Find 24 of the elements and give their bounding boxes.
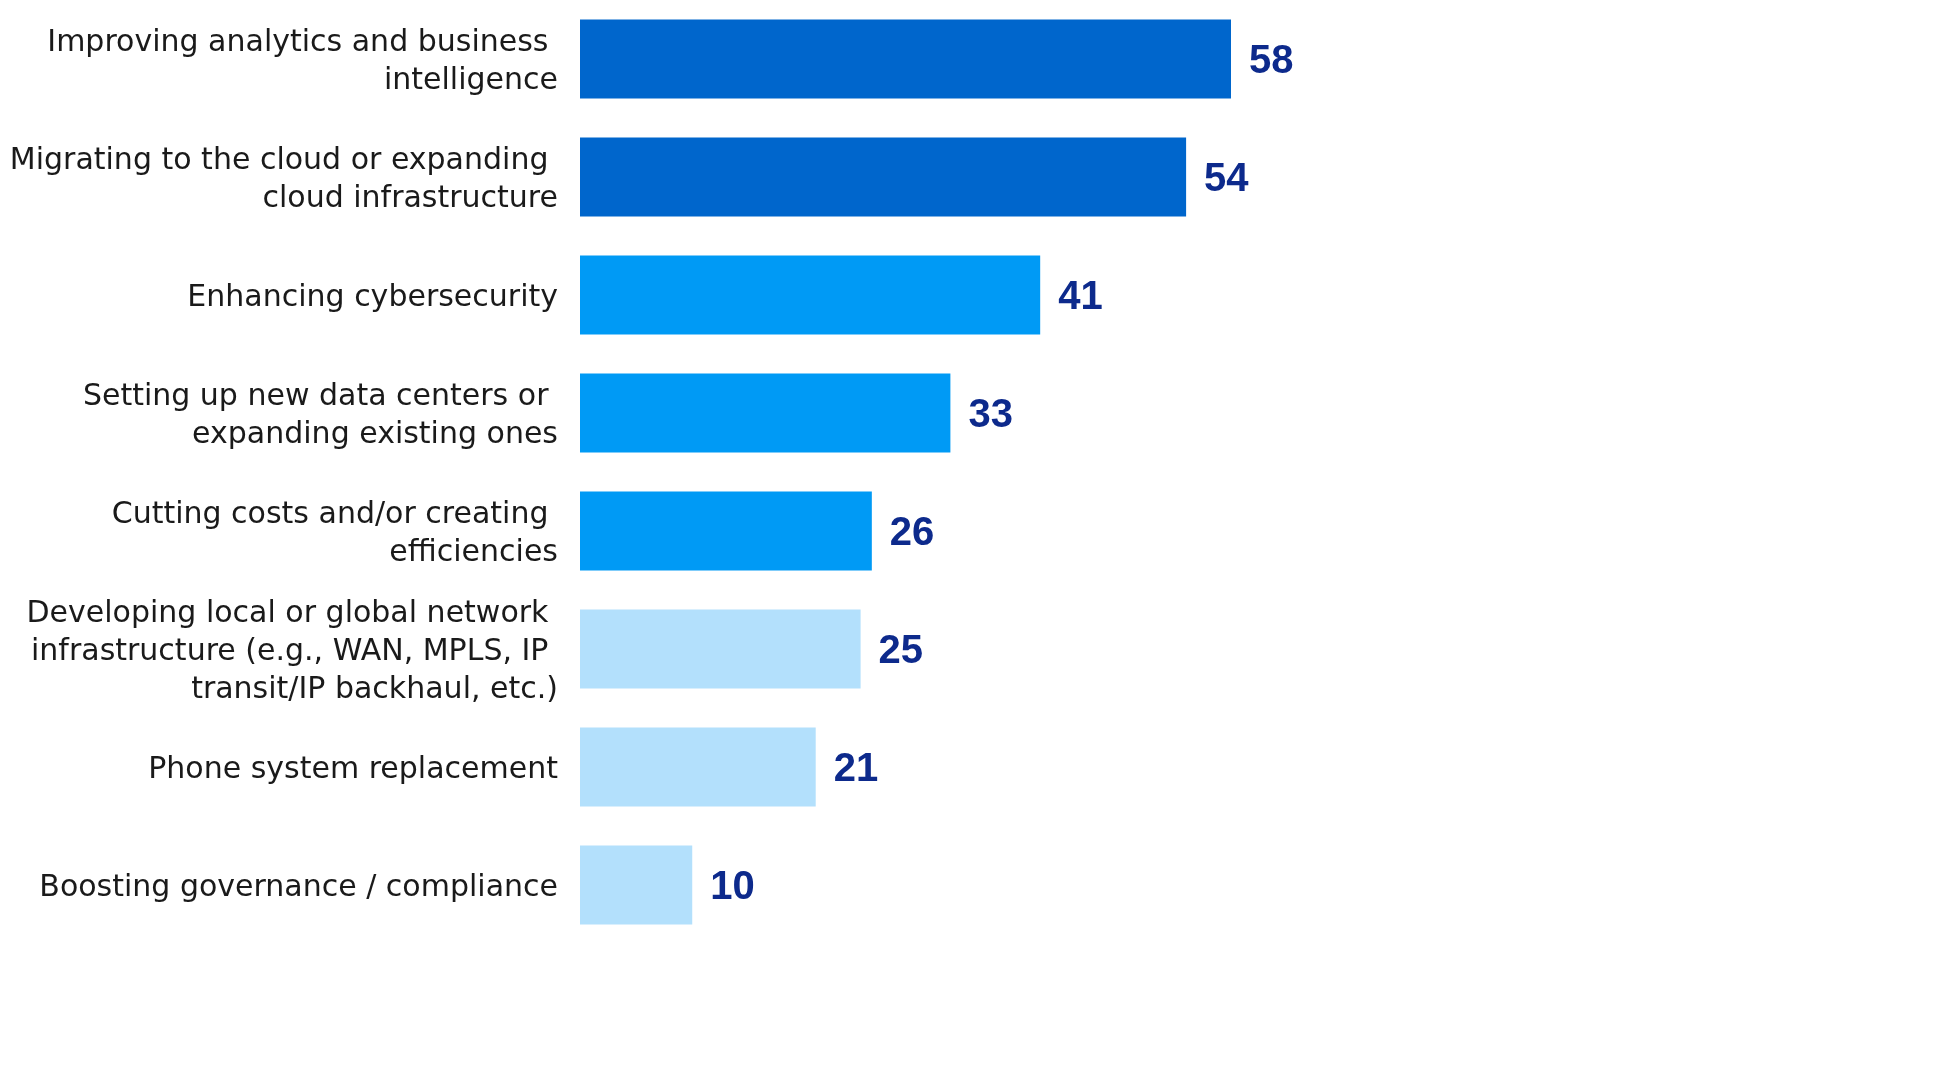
bar bbox=[580, 19, 1231, 99]
data-label: 41 bbox=[1058, 273, 1103, 317]
data-label: 21 bbox=[833, 745, 879, 789]
y-tick-label: Improving analytics and business intelligence bbox=[47, 22, 558, 96]
y-tick-label: Migrating to the cloud or expanding cloud infrastructure bbox=[9, 140, 558, 214]
bar bbox=[580, 373, 951, 453]
data-label: 26 bbox=[889, 509, 935, 553]
bar bbox=[580, 727, 816, 807]
bar bbox=[580, 491, 872, 571]
bar bbox=[580, 609, 861, 689]
data-label: 10 bbox=[710, 863, 755, 907]
y-tick-label: Enhancing cybersecurity bbox=[187, 277, 558, 313]
y-tick-label: Developing local or global network infrastructure (e.g., WAN, MPLS, IP transit/IP backhaul, etc.) bbox=[26, 593, 558, 705]
bar bbox=[580, 137, 1187, 217]
data-label: 25 bbox=[878, 627, 924, 671]
data-label: 58 bbox=[1249, 37, 1294, 81]
bar bbox=[580, 255, 1041, 335]
data-label: 54 bbox=[1204, 155, 1250, 199]
bar bbox=[580, 845, 693, 925]
y-tick-label: Boosting governance / compliance bbox=[39, 867, 558, 903]
y-tick-label: Phone system replacement bbox=[148, 749, 559, 785]
y-tick-label: Cutting costs and/or creating efficiencies bbox=[111, 494, 558, 568]
data-label: 33 bbox=[968, 391, 1013, 435]
y-tick-label: Setting up new data centers or expanding existing ones bbox=[82, 376, 558, 450]
